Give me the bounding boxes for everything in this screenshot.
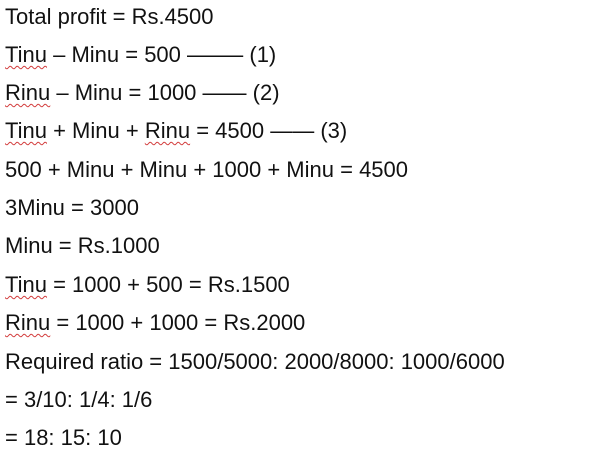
line-text: 500 + Minu + Minu + 1000 + Minu = 4500 [5,157,409,182]
solution-line: Rinu – Minu = 1000 —— (2) [5,76,280,110]
line-text: = 3/10: 1/4: 1/6 [5,387,153,412]
solution-line: 3Minu = 3000 [5,191,139,225]
line-text: = 1000 + 1000 = Rs.2000 [50,310,306,335]
solution-line: Tinu – Minu = 500 ——– (1) [5,38,276,72]
line-text: – Minu = 1000 —— (2) [50,80,280,105]
line-text: Required ratio = 1500/5000: 2000/8000: 1… [5,349,505,374]
solution-line: Tinu = 1000 + 500 = Rs.1500 [5,268,290,302]
line-text: 3Minu = 3000 [5,195,139,220]
line-text: = 4500 —— (3) [190,118,348,143]
line-text: Minu = Rs.1000 [5,233,160,258]
line-text: Total profit = Rs.4500 [5,4,214,29]
misspelled-word: Rinu [5,80,51,105]
solution-line: Rinu = 1000 + 1000 = Rs.2000 [5,306,305,340]
solution-line: = 3/10: 1/4: 1/6 [5,383,152,417]
solution-line: Required ratio = 1500/5000: 2000/8000: 1… [5,345,505,379]
solution-line: Tinu + Minu + Rinu = 4500 —— (3) [5,114,347,148]
line-text: = 1000 + 500 = Rs.1500 [46,272,290,297]
line-text: – Minu = 500 ——– (1) [46,42,277,67]
line-text: + Minu + [46,118,145,143]
misspelled-word: Rinu [5,310,51,335]
misspelled-word: Tinu [5,118,47,143]
solution-line: Minu = Rs.1000 [5,229,160,263]
misspelled-word: Tinu [5,42,47,67]
misspelled-word: Tinu [5,272,47,297]
solution-line: = 18: 15: 10 [5,421,122,455]
solution-line: 500 + Minu + Minu + 1000 + Minu = 4500 [5,153,408,187]
solution-line: Total profit = Rs.4500 [5,0,214,34]
line-text: = 18: 15: 10 [5,425,122,450]
misspelled-word: Rinu [144,118,191,143]
